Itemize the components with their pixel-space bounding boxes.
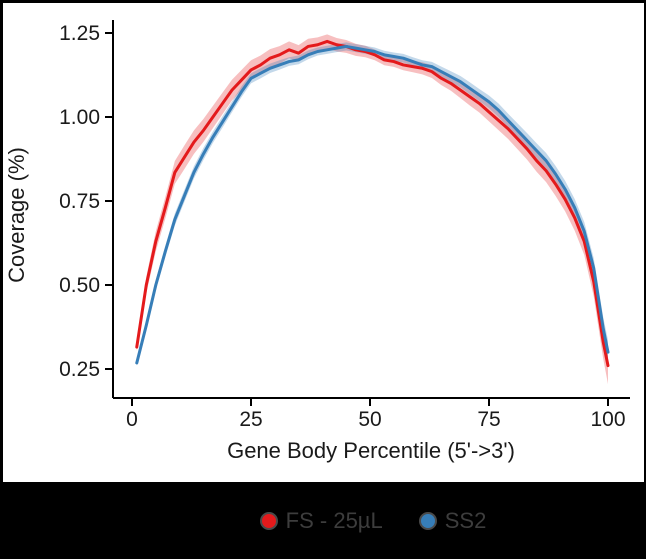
confidence-ribbons: [136, 34, 608, 385]
y-axis-title: Coverage (%): [4, 147, 29, 283]
y-tick-label: 1.00: [59, 106, 100, 129]
tick-labels: 0.25 0.50 0.75 1.00 1.25 0 25 50 75 100: [59, 22, 625, 431]
x-tick-label: 50: [358, 408, 381, 431]
coverage-chart: 0.25 0.50 0.75 1.00 1.25 0 25 50 75 100 Gene Body…: [3, 3, 644, 482]
legend: FS - 25µL SS2: [0, 482, 646, 559]
x-axis-title: Gene Body Percentile (5'->3'): [227, 438, 515, 463]
legend-label-fs-25ul: FS - 25µL: [285, 507, 383, 533]
y-tick-label: 0.50: [59, 274, 100, 297]
legend-item-fs-25ul: FS - 25µL: [259, 507, 383, 534]
x-tick-label: 100: [590, 408, 625, 431]
series-lines: [135, 39, 610, 368]
legend-label-ss2: SS2: [444, 507, 487, 533]
y-tick-label: 0.75: [59, 190, 100, 213]
legend-items: FS - 25µL SS2: [259, 507, 487, 534]
line-ss2: [135, 44, 610, 365]
axes: [105, 20, 630, 406]
line-fs-25ul: [135, 39, 610, 368]
plot-area: 0.25 0.50 0.75 1.00 1.25 0 25 50 75 100 Gene Body…: [3, 3, 644, 482]
y-tick-label: 1.25: [59, 22, 100, 45]
panel-background: [3, 3, 644, 482]
x-tick-label: 0: [126, 408, 138, 431]
x-tick-label: 25: [239, 408, 262, 431]
x-tick-label: 75: [477, 408, 500, 431]
ribbon-fs-25ul: [136, 34, 608, 385]
legend-dot-red-icon: [259, 511, 278, 530]
legend-dot-blue-icon: [418, 511, 437, 530]
legend-item-ss2: SS2: [418, 507, 487, 534]
y-tick-label: 0.25: [59, 358, 100, 381]
